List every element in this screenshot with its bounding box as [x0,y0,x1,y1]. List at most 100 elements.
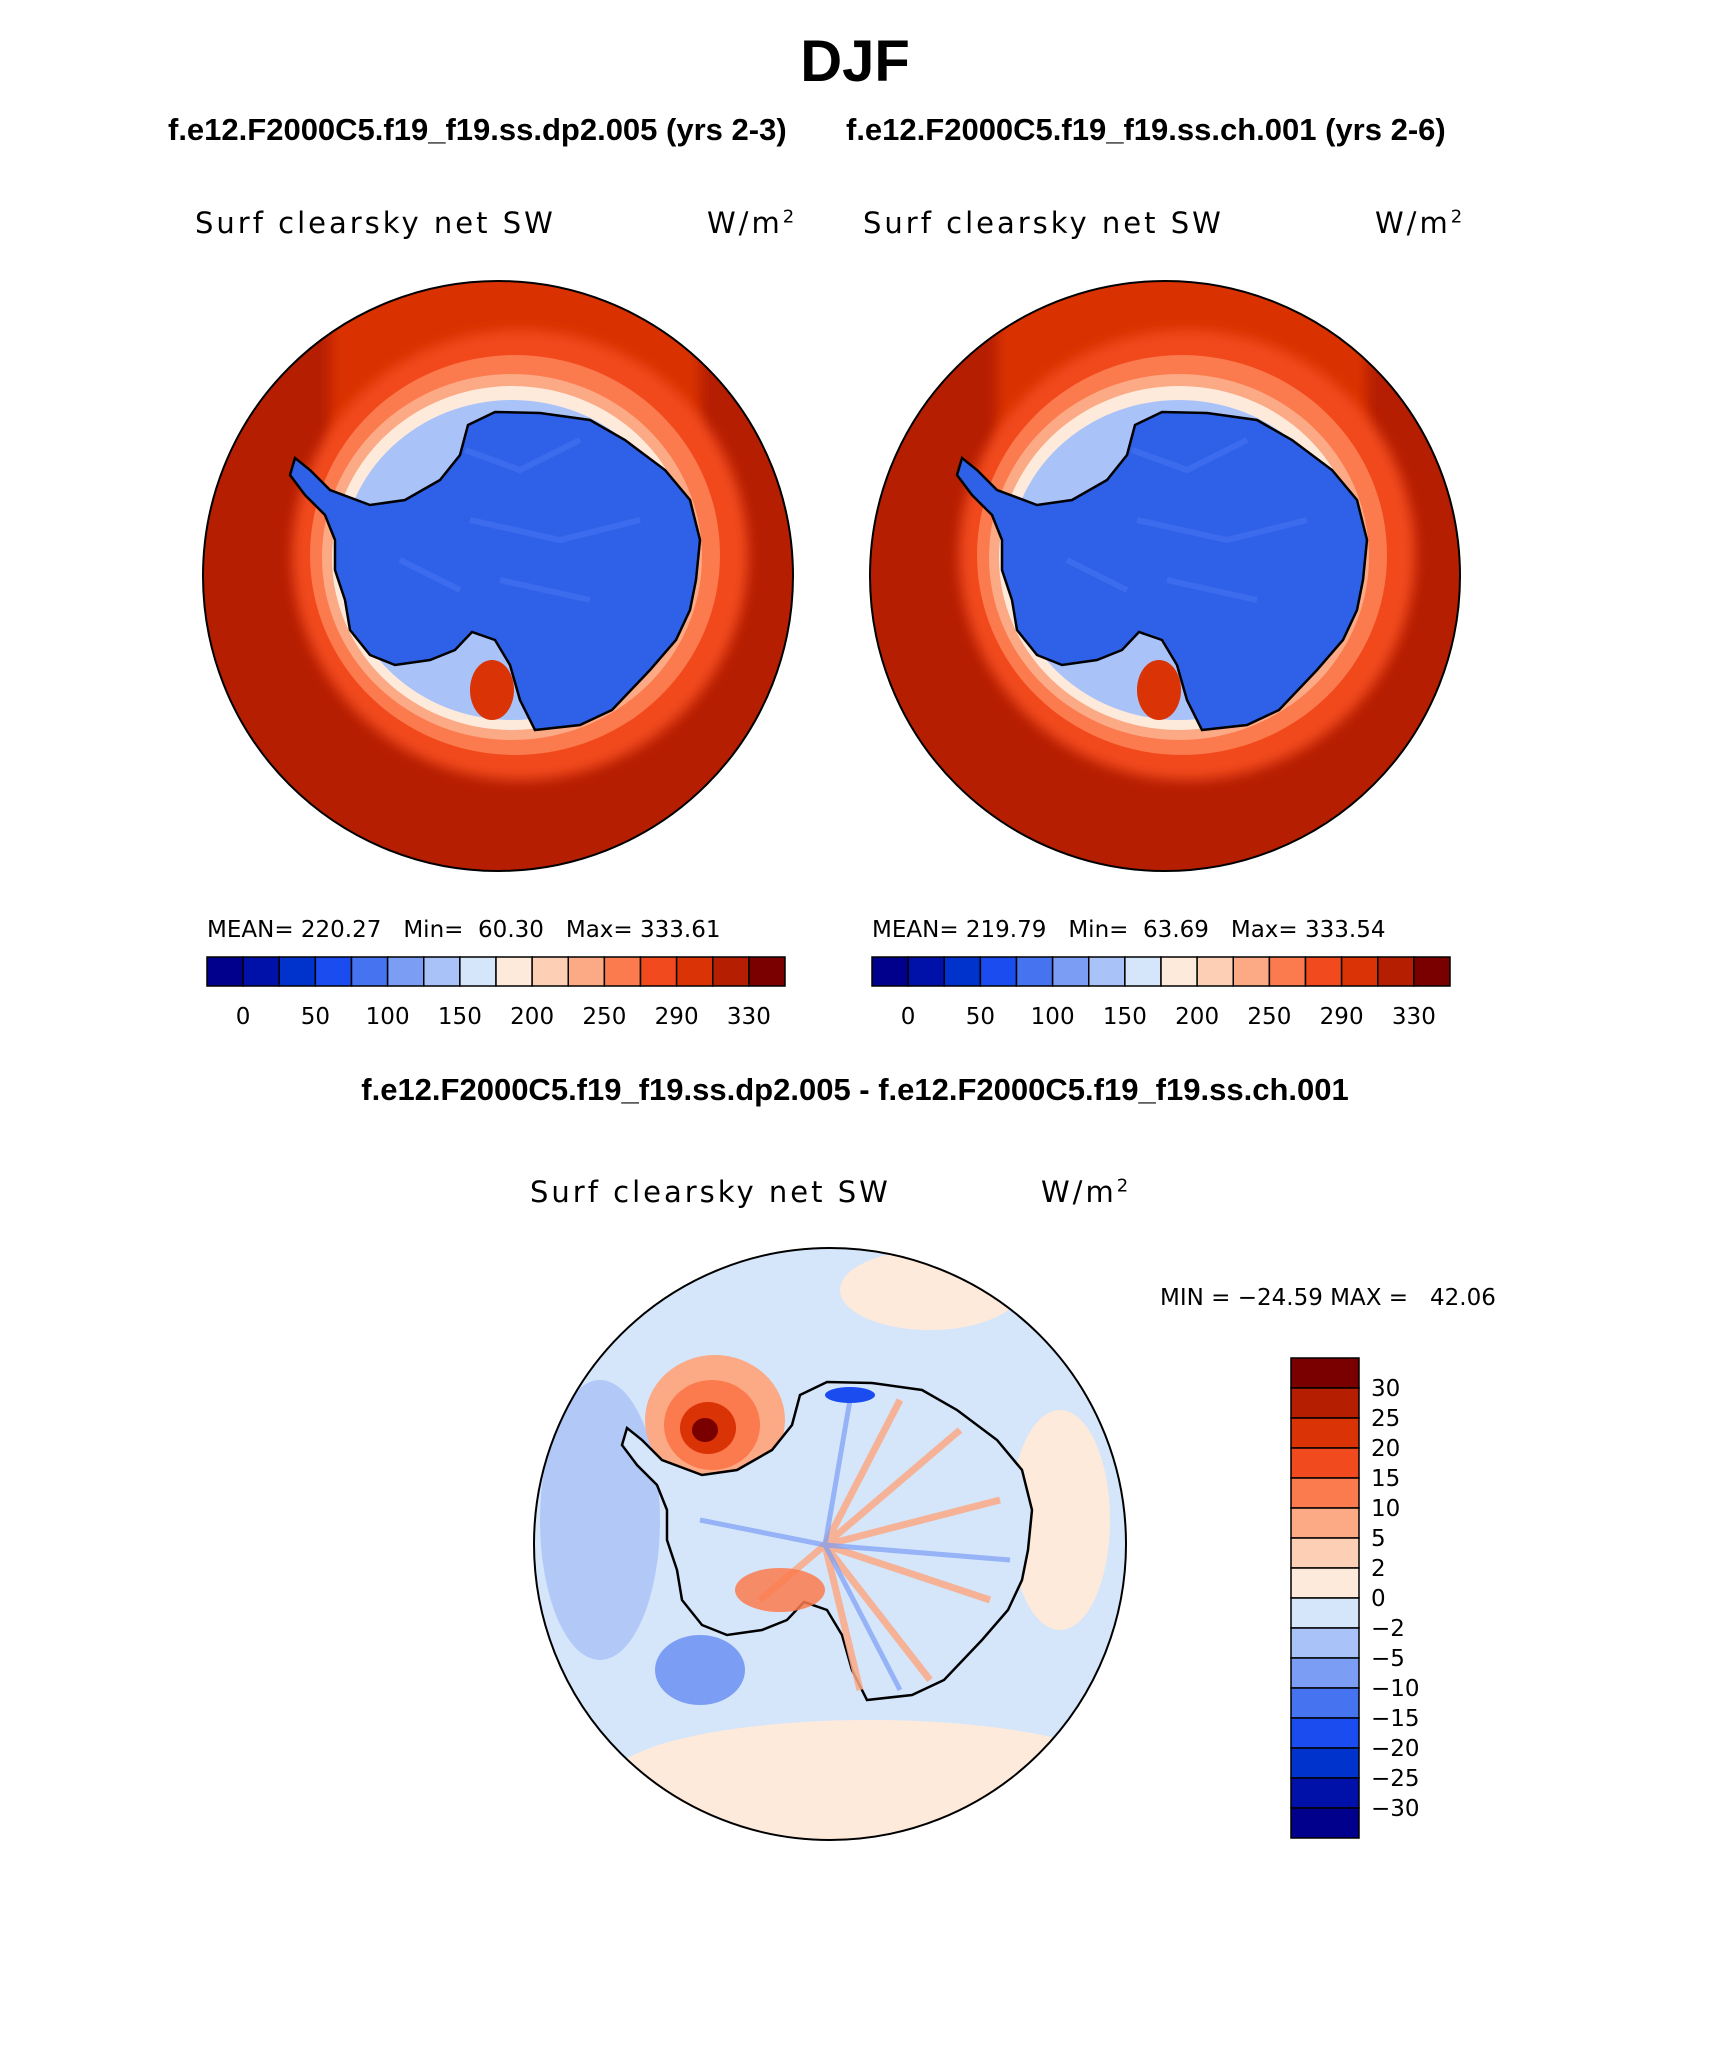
right-map-border [869,280,1461,872]
right-field-label: Surf clearsky net SW [863,206,1224,240]
left-field-label: Surf clearsky net SW [195,206,556,240]
land-texture [398,437,641,603]
diff-units-label: W/m2 [1041,1175,1129,1209]
colorbar-swatch [1413,956,1451,987]
colorbar-tick-label: −30 [1371,1796,1420,1822]
diff-positive-blob-core [692,1418,718,1442]
colorbar-tick-label: −25 [1371,1766,1420,1792]
colorbar-swatch [242,956,280,987]
colorbar-tick-label: 290 [1320,1004,1364,1030]
left-units-label: W/m2 [707,206,795,240]
diff-negative-region-west [540,1380,660,1660]
right-colorbar: 0 50 100 150 200 250 290 330 [871,956,1451,1030]
colorbar-swatch [1290,1387,1360,1419]
colorbar-tick-label: −5 [1371,1646,1405,1672]
colorbar-tick-label: 150 [438,1004,482,1030]
ross-sea-warm-anomaly [1137,660,1181,720]
diff-positive-ross [735,1568,825,1612]
colorbar-tick-label: 100 [1031,1004,1075,1030]
colorbar-swatch [1124,956,1162,987]
colorbar-tick-label: 0 [236,1004,251,1030]
colorbar-swatch [871,956,909,987]
left-stats: MEAN= 220.27 Min= 60.30 Max= 333.61 [207,917,721,943]
colorbar-swatch [907,956,945,987]
case-title-right: f.e12.F2000C5.f19_f19.ss.ch.001 (yrs 2-6… [846,112,1446,147]
colorbar-tick-label: 200 [1175,1004,1219,1030]
colorbar-swatch [1304,956,1343,987]
colorbar-swatch [1290,1417,1360,1449]
colorbar-swatch [1340,956,1379,987]
left-polar-map [203,281,793,871]
colorbar-swatch [1015,956,1054,987]
colorbar-tick-label: 250 [1247,1004,1291,1030]
colorbar-swatch [1088,956,1126,987]
colorbar-tick-label: −15 [1371,1706,1420,1732]
colorbar-tick-label: 330 [727,1004,771,1030]
right-stats: MEAN= 219.79 Min= 63.69 Max= 333.54 [872,917,1386,943]
diff-positive-region-north [840,1250,1020,1330]
colorbar-swatch [1290,1477,1360,1509]
colorbar-tick-label: 5 [1371,1526,1386,1552]
left-colorbar: 0 50 100 150 200 250 290 330 [206,956,786,1030]
colorbar-tick-label: 0 [1371,1586,1386,1612]
left-map-border [202,280,794,872]
colorbar-swatch [1290,1537,1360,1569]
colorbar-tick-label: −2 [1371,1616,1405,1642]
colorbar-swatch [1268,956,1307,987]
colorbar-swatch [206,956,244,987]
right-units-label: W/m2 [1375,206,1463,240]
colorbar-tick-label: 30 [1371,1376,1400,1402]
difference-polar-map [534,1248,1126,1840]
diff-stats: MIN = −24.59 MAX = 42.06 [1160,1285,1496,1311]
colorbar-swatch [1290,1627,1360,1659]
colorbar-swatch [350,956,389,987]
colorbar-swatch [979,956,1018,987]
colorbar-tick-label: −10 [1371,1676,1420,1702]
colorbar-swatch [1160,956,1198,987]
colorbar-swatch [712,956,750,987]
colorbar-swatch [1377,956,1415,987]
colorbar-tick-label: 20 [1371,1436,1400,1462]
colorbar-tick-label: 250 [582,1004,626,1030]
colorbar-swatch [1290,1777,1360,1809]
case-title-left: f.e12.F2000C5.f19_f19.ss.dp2.005 (yrs 2-… [168,112,787,147]
colorbar-tick-label: 330 [1392,1004,1436,1030]
colorbar-swatch [495,956,533,987]
figure-title: DJF [800,29,910,94]
colorbar-tick-label: 15 [1371,1466,1400,1492]
antarctica-land [288,410,702,732]
colorbar-tick-label: 2 [1371,1556,1386,1582]
colorbar-swatch [423,956,461,987]
colorbar-swatch [748,956,786,987]
colorbar-tick-label: 50 [966,1004,995,1030]
colorbar-swatch [1290,1717,1360,1749]
diff-positive-region-east [1010,1410,1110,1630]
colorbar-swatch [1290,1447,1360,1479]
diff-radial-streaks-neg [699,1399,1011,1692]
antarctica-land [955,410,1369,732]
colorbar-swatch [1290,1357,1360,1389]
colorbar-tick-label: −20 [1371,1736,1420,1762]
diff-positive-region-south [610,1720,1126,1840]
colorbar-swatch [459,956,497,987]
colorbar-swatch [639,956,678,987]
colorbar-swatch [314,956,353,987]
colorbar-swatch [1051,956,1090,987]
diff-field-label: Surf clearsky net SW [530,1175,891,1209]
colorbar-swatch [278,956,317,987]
colorbar-swatch [1290,1747,1360,1779]
colorbar-swatch [1290,1807,1360,1839]
diff-map-border [533,1247,1127,1841]
diff-negative-peninsula-edge [825,1387,875,1403]
diff-negative-region-sw [655,1635,745,1705]
colorbar-swatch [1232,956,1271,987]
colorbar-swatch [1290,1507,1360,1539]
colorbar-tick-label: 100 [366,1004,410,1030]
colorbar-swatch [531,956,569,987]
colorbar-swatch [1196,956,1234,987]
colorbar-tick-label: 290 [655,1004,699,1030]
colorbar-swatch [675,956,714,987]
ross-sea-warm-anomaly [470,660,514,720]
